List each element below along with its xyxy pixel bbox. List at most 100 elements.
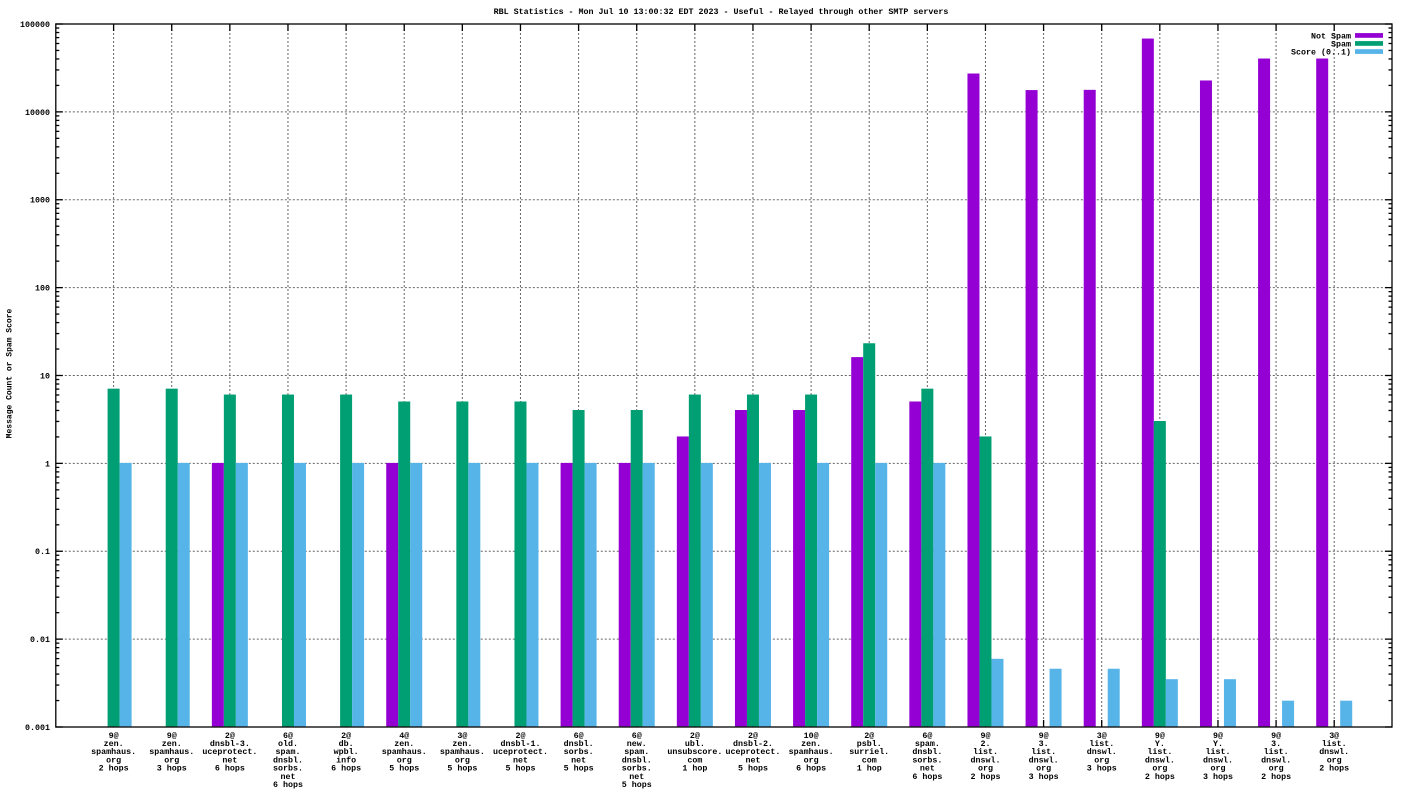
svg-text:3.: 3. [1039, 739, 1049, 749]
svg-text:uceprotect.: uceprotect. [725, 747, 780, 757]
svg-text:1 hop: 1 hop [857, 764, 882, 774]
svg-text:5 hops: 5 hops [738, 764, 768, 774]
svg-text:6 hops: 6 hops [331, 764, 361, 774]
svg-text:0.01: 0.01 [30, 635, 50, 645]
svg-text:RBL Statistics - Mon Jul 10 13: RBL Statistics - Mon Jul 10 13:00:32 EDT… [494, 7, 949, 17]
svg-text:list.: list. [973, 747, 998, 757]
svg-text:2 hops: 2 hops [1261, 772, 1291, 782]
svg-text:5 hops: 5 hops [447, 764, 477, 774]
svg-text:list.: list. [1089, 739, 1114, 749]
svg-text:net: net [571, 755, 586, 765]
svg-text:2@: 2@ [690, 731, 700, 741]
svg-text:10@: 10@ [804, 731, 819, 741]
svg-text:org: org [455, 755, 470, 765]
svg-text:1000: 1000 [30, 196, 50, 206]
svg-text:net: net [222, 755, 237, 765]
svg-text:0.001: 0.001 [25, 723, 50, 733]
svg-text:net: net [280, 772, 295, 782]
svg-text:org: org [804, 755, 819, 765]
svg-text:Y.: Y. [1155, 739, 1165, 749]
svg-text:Not Spam: Not Spam [1311, 31, 1351, 41]
svg-text:9@: 9@ [980, 731, 990, 741]
svg-text:dnsbl.: dnsbl. [564, 739, 594, 749]
svg-text:dnsbl-3.: dnsbl-3. [210, 739, 250, 749]
svg-text:zen.: zen. [801, 739, 821, 749]
svg-text:2@: 2@ [515, 731, 525, 741]
svg-text:Spam: Spam [1331, 39, 1351, 49]
svg-text:3 hops: 3 hops [1203, 772, 1233, 782]
svg-text:1: 1 [45, 459, 50, 469]
svg-text:sorbs.: sorbs. [273, 764, 303, 774]
svg-text:list.: list. [1147, 747, 1172, 757]
svg-text:zen.: zen. [452, 739, 472, 749]
svg-text:5 hops: 5 hops [505, 764, 535, 774]
svg-text:org: org [978, 764, 993, 774]
svg-text:spam.: spam. [915, 739, 940, 749]
svg-text:new.: new. [627, 739, 647, 749]
svg-text:9@: 9@ [1039, 731, 1049, 741]
svg-text:10000: 10000 [25, 108, 50, 118]
svg-text:1 hop: 1 hop [682, 764, 707, 774]
svg-text:2 hops: 2 hops [970, 772, 1000, 782]
svg-text:9@: 9@ [1155, 731, 1165, 741]
svg-text:spamhaus.: spamhaus. [789, 747, 834, 757]
svg-text:2@: 2@ [341, 731, 351, 741]
svg-text:org: org [1269, 764, 1284, 774]
svg-text:6@: 6@ [922, 731, 932, 741]
svg-text:6 hops: 6 hops [912, 772, 942, 782]
svg-text:dnsbl.: dnsbl. [273, 755, 303, 765]
svg-text:spam.: spam. [275, 747, 300, 757]
svg-text:wpbl.: wpbl. [334, 747, 359, 757]
svg-text:dnsbl-1.: dnsbl-1. [500, 739, 540, 749]
svg-text:dnsbl.: dnsbl. [912, 747, 942, 757]
svg-text:spam.: spam. [624, 747, 649, 757]
svg-text:3@: 3@ [457, 731, 467, 741]
svg-text:dnswl.: dnswl. [1029, 755, 1059, 765]
svg-text:net: net [920, 764, 935, 774]
svg-text:uceprotect.: uceprotect. [493, 747, 548, 757]
svg-text:unsubscore.: unsubscore. [667, 747, 722, 757]
svg-text:zen.: zen. [162, 739, 182, 749]
svg-text:6 hops: 6 hops [215, 764, 245, 774]
svg-text:6@: 6@ [283, 731, 293, 741]
svg-text:net: net [629, 772, 644, 782]
svg-text:3.: 3. [1271, 739, 1281, 749]
svg-text:old.: old. [278, 739, 298, 749]
svg-text:5 hops: 5 hops [389, 764, 419, 774]
svg-text:net: net [513, 755, 528, 765]
svg-text:sorbs.: sorbs. [564, 747, 594, 757]
svg-text:spamhaus.: spamhaus. [382, 747, 427, 757]
svg-text:list.: list. [1322, 739, 1347, 749]
svg-text:5 hops: 5 hops [622, 780, 652, 790]
svg-text:dnswl.: dnswl. [1087, 747, 1117, 757]
svg-text:spamhaus.: spamhaus. [91, 747, 136, 757]
svg-text:Score (0..1): Score (0..1) [1291, 47, 1351, 57]
svg-text:9@: 9@ [1213, 731, 1223, 741]
svg-text:org: org [1152, 764, 1167, 774]
svg-text:2@: 2@ [864, 731, 874, 741]
svg-text:9@: 9@ [109, 731, 119, 741]
svg-text:org: org [397, 755, 412, 765]
svg-text:100: 100 [35, 284, 50, 294]
svg-text:db.: db. [339, 739, 354, 749]
svg-text:10: 10 [40, 371, 50, 381]
svg-text:dnswl.: dnswl. [970, 755, 1000, 765]
svg-text:Message Count or Spam Score: Message Count or Spam Score [6, 308, 15, 438]
svg-text:3@: 3@ [1097, 731, 1107, 741]
svg-text:dnswl.: dnswl. [1319, 747, 1349, 757]
svg-text:6 hops: 6 hops [273, 780, 303, 790]
svg-text:list.: list. [1031, 747, 1056, 757]
svg-text:dnswl.: dnswl. [1145, 755, 1175, 765]
svg-text:100000: 100000 [20, 20, 50, 30]
svg-text:org: org [1327, 755, 1342, 765]
svg-text:dnswl.: dnswl. [1203, 755, 1233, 765]
svg-text:ubl.: ubl. [685, 739, 705, 749]
svg-text:list.: list. [1205, 747, 1230, 757]
svg-text:dnsbl-2.: dnsbl-2. [733, 739, 773, 749]
svg-text:9@: 9@ [1271, 731, 1281, 741]
svg-text:3@: 3@ [1329, 731, 1339, 741]
svg-text:spamhaus.: spamhaus. [440, 747, 485, 757]
svg-text:org: org [1210, 764, 1225, 774]
svg-text:2 hops: 2 hops [1145, 772, 1175, 782]
svg-text:zen.: zen. [104, 739, 124, 749]
